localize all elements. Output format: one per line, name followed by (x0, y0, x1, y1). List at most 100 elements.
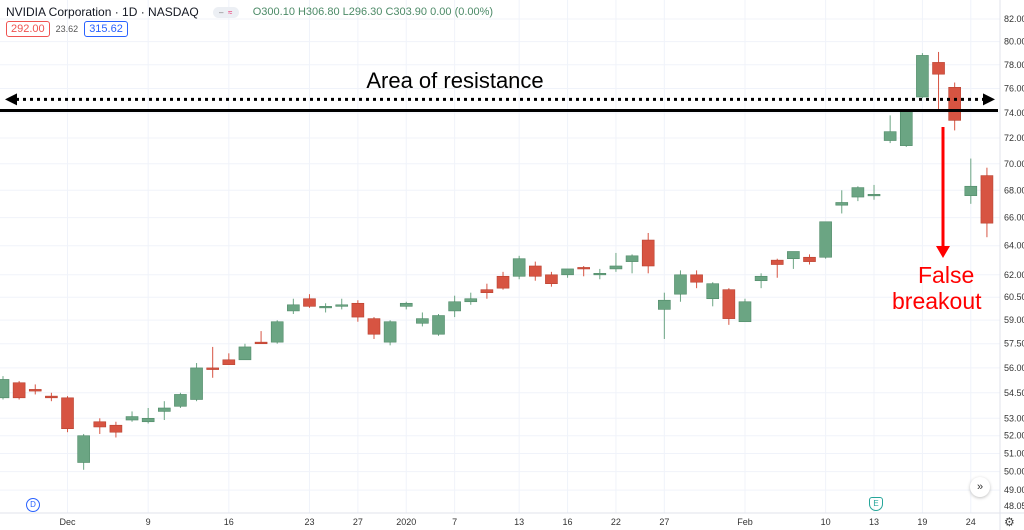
breakout-label-1: False (918, 262, 974, 288)
candle (545, 271, 558, 287)
candle (980, 167, 994, 238)
bid-button[interactable]: 292.00 (6, 21, 50, 37)
candle (0, 376, 10, 400)
candle (383, 320, 397, 346)
candle-body (77, 435, 90, 463)
candle (690, 270, 703, 289)
candle-body (528, 265, 542, 277)
candle-body (754, 275, 768, 282)
price-axis[interactable]: 82.00 80.00 78.00 76.00 74.00 72.00 70.00 68.00… (1004, 14, 1024, 511)
candle (577, 265, 590, 277)
candle (45, 392, 58, 402)
date-tick-label: 16 (563, 517, 573, 527)
candle (480, 283, 494, 299)
candle (464, 292, 478, 305)
candle (819, 221, 832, 259)
candle-body (770, 259, 784, 265)
candle-body (270, 321, 284, 343)
price-tick-label: 72.00 (1004, 133, 1024, 143)
candle-body (609, 265, 623, 270)
candle (496, 271, 510, 290)
candle-body (238, 346, 252, 361)
candle (625, 254, 639, 274)
candle-body (899, 110, 913, 146)
candle-body (383, 321, 397, 343)
price-tick-label: 78.00 (1004, 60, 1024, 70)
time-axis[interactable]: Dec 9 16 23 27 2020 7 13 16 22 27 Feb 10 13 19 24 (60, 517, 976, 527)
ask-button[interactable]: 315.62 (84, 21, 128, 37)
price-tick-label: 74.00 (1004, 108, 1024, 118)
price-tick-label: 53.00 (1004, 413, 1024, 423)
candle-body (206, 367, 219, 370)
candle (109, 421, 123, 438)
candle (270, 320, 284, 344)
price-tick-label: 57.50 (1004, 339, 1024, 349)
price-tick-label: 70.00 (1004, 159, 1024, 169)
resistance-label: Area of resistance (366, 68, 543, 93)
candle-body (416, 318, 429, 324)
candle (658, 292, 671, 339)
candle (706, 282, 720, 307)
candles (0, 51, 994, 470)
symbol-title[interactable]: NVIDIA Corporation · 1D · NASDAQ (6, 5, 199, 19)
candle-body (319, 306, 332, 309)
candle-body (480, 289, 494, 293)
candle (12, 381, 26, 400)
candle (899, 109, 913, 147)
candle (28, 384, 42, 395)
date-tick-label: 27 (353, 517, 363, 527)
candle-body (190, 367, 203, 400)
date-tick-label: 7 (452, 517, 457, 527)
candle-body (174, 394, 187, 407)
candle (254, 331, 268, 345)
grid (0, 0, 1000, 513)
candle-body (851, 187, 865, 198)
candle-body (12, 382, 26, 399)
candle-body (722, 289, 736, 319)
date-tick-label: 13 (514, 517, 524, 527)
candle (61, 396, 74, 433)
dividend-marker[interactable]: D (26, 498, 40, 512)
candle-body (448, 301, 461, 312)
legend-toggle[interactable]: – ≈ (212, 6, 239, 18)
candle (883, 115, 897, 144)
price-tick-label: 52.00 (1004, 431, 1024, 441)
candle (528, 261, 542, 281)
candle-body (883, 131, 897, 141)
candle-body (980, 175, 994, 224)
candle-body (125, 416, 139, 421)
quote-row: 292.00 23.62 315.62 (6, 21, 128, 37)
breakout-label-2: breakout (892, 288, 982, 314)
settings-gear-icon[interactable]: ⚙ (1004, 515, 1015, 529)
menu-icon: ≈ (228, 7, 233, 17)
price-tick-label: 59.00 (1004, 315, 1024, 325)
candle-body (561, 268, 574, 276)
candle (754, 273, 768, 289)
candle-body (93, 421, 107, 428)
arrow-right-icon (983, 93, 995, 106)
date-tick-label: 13 (869, 517, 879, 527)
candle (722, 288, 736, 325)
scroll-to-realtime-button[interactable]: » (970, 477, 990, 497)
earnings-marker[interactable]: E (869, 497, 883, 511)
price-tick-label: 50.00 (1004, 467, 1024, 477)
price-tick-label: 64.00 (1004, 241, 1024, 251)
candle (641, 232, 655, 274)
candle (867, 184, 881, 200)
candle-body (45, 395, 58, 399)
candle-body (432, 315, 445, 335)
date-tick-label: 2020 (396, 517, 416, 527)
candle-body (916, 55, 929, 98)
date-tick-label: 24 (966, 517, 976, 527)
candle-body (658, 299, 671, 310)
price-tick-label: 68.00 (1004, 185, 1024, 195)
candle-body (932, 62, 945, 75)
candle-body (303, 298, 316, 307)
candle-body (222, 359, 236, 365)
candle (512, 255, 526, 280)
candle (851, 186, 865, 202)
candle (770, 258, 784, 278)
candle-body (141, 417, 155, 423)
date-tick-label: 22 (611, 517, 621, 527)
